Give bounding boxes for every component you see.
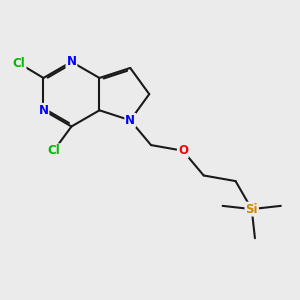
- Text: N: N: [38, 104, 48, 117]
- Text: Cl: Cl: [13, 57, 26, 70]
- Text: Cl: Cl: [47, 144, 60, 157]
- Text: N: N: [125, 114, 135, 127]
- Text: O: O: [178, 144, 188, 157]
- Text: Si: Si: [245, 202, 258, 216]
- Text: N: N: [67, 55, 76, 68]
